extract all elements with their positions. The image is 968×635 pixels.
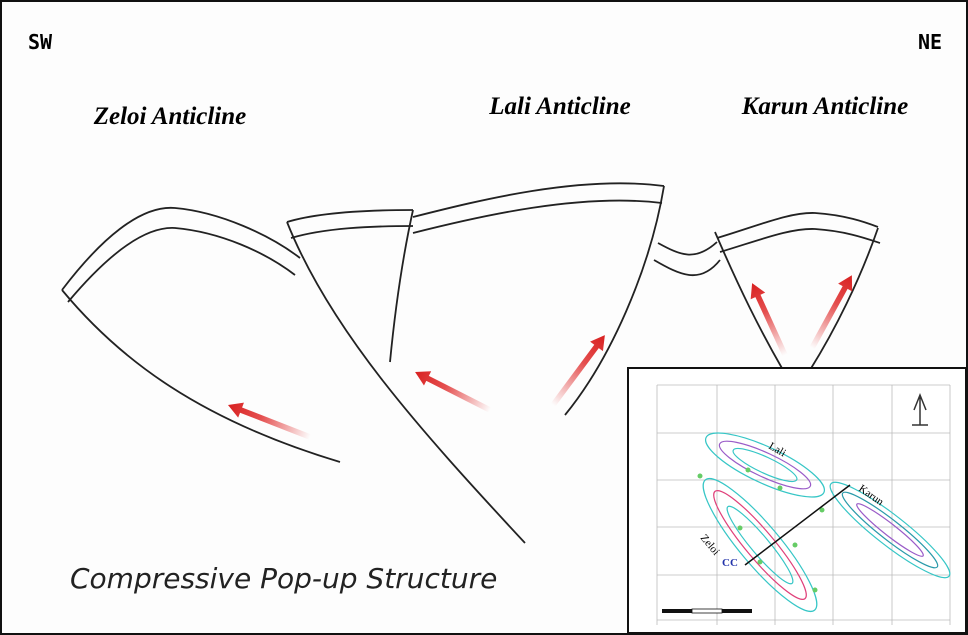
map-label: CC xyxy=(722,557,738,569)
anticline-label: Karun Anticline xyxy=(741,93,909,120)
arrows xyxy=(228,275,853,440)
corner-label: SW xyxy=(28,30,53,54)
caption: Compressive Pop-up Structure xyxy=(70,562,497,595)
arrow xyxy=(415,371,492,413)
arrow xyxy=(809,275,853,350)
anticline-label: Lali Anticline xyxy=(488,93,630,120)
cross-section xyxy=(61,182,881,544)
arrow xyxy=(750,283,788,357)
inset-map: Lali Karun Zeloi CC xyxy=(627,367,967,634)
arrow xyxy=(228,402,312,440)
corner-label: NE xyxy=(918,30,942,54)
anticline-label: Zeloi Anticline xyxy=(93,103,247,130)
arrow xyxy=(550,335,605,407)
